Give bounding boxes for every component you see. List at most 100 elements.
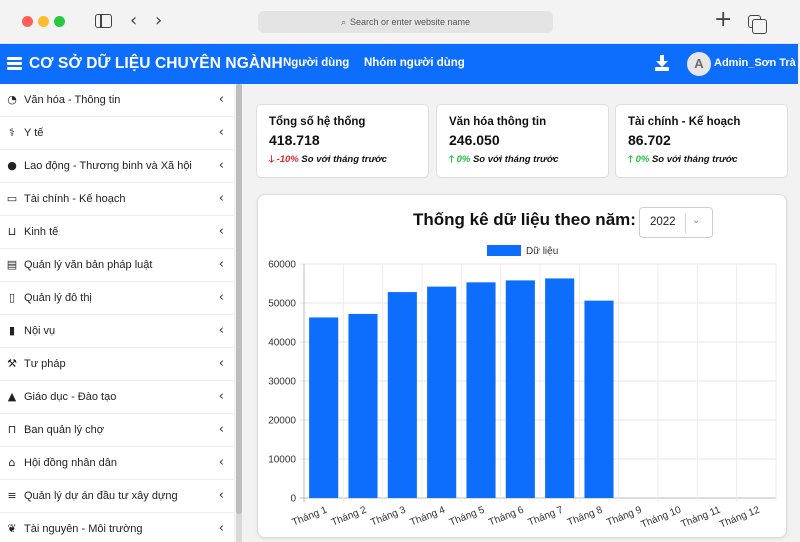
legend-label: Dữ liệu <box>526 246 558 257</box>
change-percent: 0% <box>456 154 471 165</box>
chevron-left-icon[interactable]: ‹ <box>218 521 224 536</box>
y-tick-label: 30000 <box>268 377 296 388</box>
sidebar-item[interactable]: ▮ Nội vụ ‹ <box>0 315 234 348</box>
sidebar-item[interactable]: ▭ Tài chính - Kế hoạch ‹ <box>0 183 234 216</box>
sidebar-item[interactable]: ⌂ Hội đồng nhân dân ‹ <box>0 447 234 480</box>
stat-card-change: 🡑 0% So với tháng trước <box>628 152 738 168</box>
bar <box>505 280 535 498</box>
download-icon[interactable] <box>655 55 669 71</box>
tab-overview-icon[interactable] <box>748 15 767 34</box>
stat-card-value: 86.702 <box>628 132 671 148</box>
book-icon: ▮ <box>8 324 16 337</box>
sidebar-item[interactable]: ⚒ Tư pháp ‹ <box>0 348 234 381</box>
x-tick-label: Tháng 6 <box>487 504 526 528</box>
sidebar-item[interactable]: ▲ Giáo dục - Đào tạo ‹ <box>0 381 234 414</box>
avatar[interactable]: A <box>687 52 711 76</box>
sidebar-item-label: Kinh tế <box>24 226 59 238</box>
maximize-window-button[interactable] <box>54 16 65 27</box>
stat-card-value: 246.050 <box>449 132 500 148</box>
address-bar[interactable]: ⌕ Search or enter website name <box>258 11 553 33</box>
change-note: So với tháng trước <box>651 154 738 165</box>
minimize-window-button[interactable] <box>38 16 49 27</box>
app-title[interactable]: CƠ SỞ DỮ LIỆU CHUYÊN NGÀNH <box>29 55 283 72</box>
chevron-left-icon[interactable]: ‹ <box>218 224 224 239</box>
nav-users-link[interactable]: Người dùng <box>283 57 350 69</box>
new-tab-icon[interactable]: + <box>714 7 733 32</box>
sidebar-scrollbar-thumb[interactable] <box>236 84 242 514</box>
chevron-left-icon[interactable]: ‹ <box>218 290 224 305</box>
x-tick-label: Tháng 2 <box>330 504 369 528</box>
stat-card-total: Tổng số hệ thống 418.718 🡓 -10% So với t… <box>256 104 429 178</box>
sidebar-toggle-icon[interactable] <box>95 14 112 28</box>
change-percent: -10% <box>276 154 299 165</box>
chevron-left-icon[interactable]: ‹ <box>218 158 224 173</box>
year-select[interactable]: 2022 ⌄ <box>639 207 713 238</box>
database-icon: ≡ <box>7 489 17 502</box>
chevron-left-icon[interactable]: ‹ <box>218 356 224 371</box>
browser-toolbar: ‹ › ⌕ Search or enter website name + <box>0 0 800 44</box>
sidebar-item[interactable]: ⊓ Ban quản lý chợ ‹ <box>0 414 234 447</box>
back-arrow-icon[interactable]: ‹ <box>130 10 138 31</box>
chevron-left-icon[interactable]: ‹ <box>218 455 224 470</box>
sidebar-item-label: Tư pháp <box>24 358 66 370</box>
x-tick-label: Tháng 12 <box>718 504 762 530</box>
building-icon: ▯ <box>8 291 16 304</box>
sidebar-item[interactable]: ▤ Quản lý văn bản pháp luật ‹ <box>0 249 234 282</box>
y-tick-label: 60000 <box>268 260 296 271</box>
close-window-button[interactable] <box>22 16 33 27</box>
gavel-icon: ⚒ <box>7 357 17 370</box>
sidebar-item-label: Lao động - Thương binh và Xã hội <box>24 160 192 172</box>
year-select-divider <box>685 214 686 233</box>
chevron-left-icon[interactable]: ‹ <box>218 257 224 272</box>
bar <box>309 317 339 498</box>
stat-card-finance: Tài chính - Kế hoạch 86.702 🡑 0% So với … <box>615 104 788 178</box>
chevron-left-icon[interactable]: ‹ <box>218 191 224 206</box>
chevron-left-icon[interactable]: ‹ <box>218 488 224 503</box>
leaf-icon: ❦ <box>7 522 17 535</box>
sidebar-item[interactable]: ⊔ Kinh tế ‹ <box>0 216 234 249</box>
money-icon: ▭ <box>6 192 18 205</box>
x-tick-label: Tháng 9 <box>605 504 644 528</box>
y-tick-label: 0 <box>290 494 296 505</box>
forward-arrow-icon[interactable]: › <box>155 10 163 31</box>
bar <box>348 313 378 498</box>
graduation-cap-icon: ▲ <box>7 390 17 403</box>
chevron-down-icon[interactable]: ⌄ <box>692 215 701 226</box>
sidebar-item[interactable]: ⚕ Y tế ‹ <box>0 117 234 150</box>
change-percent: 0% <box>635 154 650 165</box>
sidebar-item[interactable]: ◔ Văn hóa - Thông tin ‹ <box>0 84 234 117</box>
menu-icon[interactable] <box>7 57 22 70</box>
sidebar-item-label: Hội đồng nhân dân <box>24 457 117 469</box>
change-note: So với tháng trước <box>472 154 559 165</box>
sidebar-item-label: Y tế <box>24 127 44 139</box>
y-tick-label: 40000 <box>268 338 296 349</box>
chevron-left-icon[interactable]: ‹ <box>218 323 224 338</box>
chevron-left-icon[interactable]: ‹ <box>218 92 224 107</box>
y-tick-label: 20000 <box>268 416 296 427</box>
basket-icon: ⊔ <box>7 225 17 238</box>
sidebar-item-label: Quản lý đô thị <box>24 292 92 304</box>
sidebar-item-label: Tài chính - Kế hoạch <box>24 193 126 205</box>
globe-icon: ● <box>7 159 17 172</box>
chevron-left-icon[interactable]: ‹ <box>218 389 224 404</box>
stat-card-change: 🡓 -10% So với tháng trước <box>269 152 387 168</box>
username[interactable]: Admin_Sơn Trà <box>714 57 796 69</box>
x-tick-label: Tháng 7 <box>527 504 566 528</box>
sidebar-item-label: Giáo dục - Đào tạo <box>24 391 117 403</box>
nav-user-groups-link[interactable]: Nhóm người dùng <box>364 57 465 69</box>
search-icon: ⌕ <box>340 16 346 27</box>
sidebar-item[interactable]: ● Lao động - Thương binh và Xã hội ‹ <box>0 150 234 183</box>
sidebar-item[interactable]: ▯ Quản lý đô thị ‹ <box>0 282 234 315</box>
chevron-left-icon[interactable]: ‹ <box>218 422 224 437</box>
document-icon: ▤ <box>6 258 18 271</box>
arrow-down-icon: 🡓 <box>269 154 274 165</box>
chevron-left-icon[interactable]: ‹ <box>218 125 224 140</box>
stat-card-title: Tổng số hệ thống <box>269 116 366 128</box>
sidebar-item[interactable]: ❦ Tài nguyên - Môi trường ‹ <box>0 513 234 542</box>
sidebar-item[interactable]: ≡ Quản lý dự án đầu tư xây dựng ‹ <box>0 480 234 513</box>
app-header: CƠ SỞ DỮ LIỆU CHUYÊN NGÀNH Người dùng Nh… <box>0 44 798 84</box>
sidebar-item-label: Tài nguyên - Môi trường <box>24 523 143 535</box>
arrow-up-icon: 🡑 <box>449 154 454 165</box>
address-bar-placeholder: Search or enter website name <box>349 17 471 27</box>
bar <box>545 278 575 498</box>
